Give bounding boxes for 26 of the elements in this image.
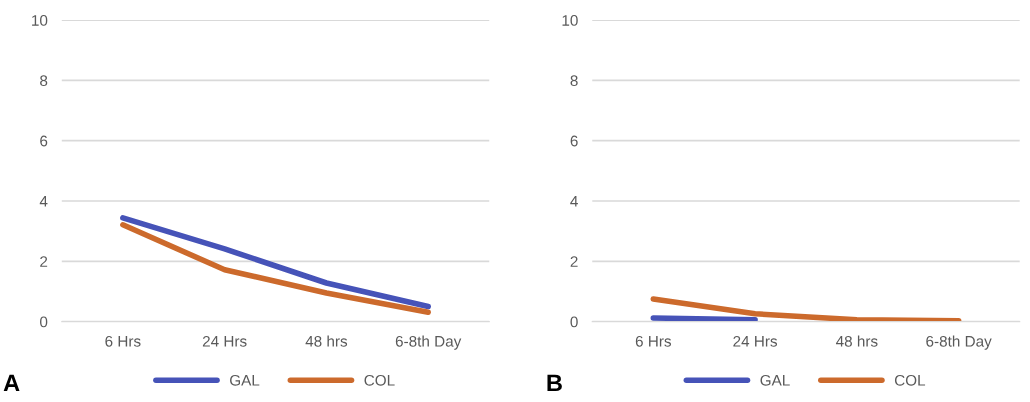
x-tick-label: 24 Hrs <box>202 335 247 347</box>
legend-label: COL <box>364 374 395 386</box>
text: A <box>3 374 20 392</box>
y-tick-label: 4 <box>570 196 578 207</box>
y-tick-label: 10 <box>32 14 48 26</box>
x-tick-label: 6-8th Day <box>395 335 462 350</box>
y-tick-label: 2 <box>40 256 48 267</box>
x-tick-label: 24 Hrs <box>733 335 778 347</box>
x-tick-label: 6-8th Day <box>926 335 992 350</box>
x-tick-label: 6 Hrs <box>635 335 672 347</box>
x-tick-label: 6 Hrs <box>105 335 141 347</box>
y-tick-label: 6 <box>40 135 48 147</box>
y-tick-label: 8 <box>40 75 48 87</box>
legend-label: GAL <box>760 374 790 386</box>
y-tick-label: 2 <box>570 256 578 267</box>
y-tick-label: 10 <box>562 14 578 26</box>
x-tick-label: 48 hrs <box>835 335 878 347</box>
y-tick-label: 8 <box>570 75 578 87</box>
y-tick-label: 4 <box>39 196 48 207</box>
y-tick-label: 0 <box>40 316 48 328</box>
legend-label: COL <box>894 374 926 386</box>
y-tick-label: 6 <box>570 135 578 147</box>
text: B <box>547 374 562 392</box>
legend-label: GAL <box>230 374 260 386</box>
y-tick-label: 0 <box>570 316 578 328</box>
x-tick-label: 48 hrs <box>305 335 348 347</box>
